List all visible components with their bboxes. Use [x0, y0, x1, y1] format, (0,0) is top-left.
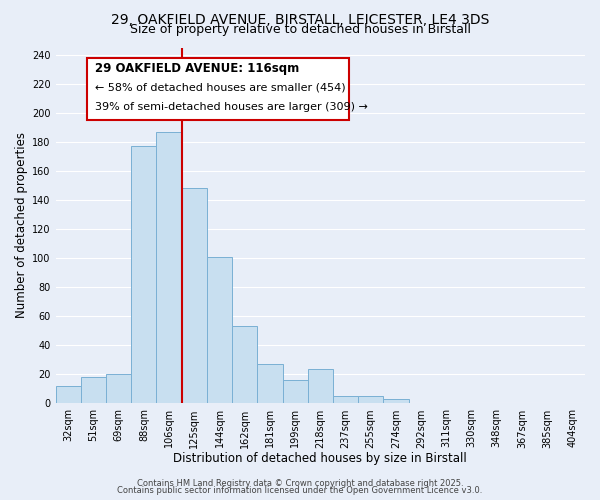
Text: 39% of semi-detached houses are larger (309) →: 39% of semi-detached houses are larger (…	[95, 102, 368, 112]
Text: Contains HM Land Registry data © Crown copyright and database right 2025.: Contains HM Land Registry data © Crown c…	[137, 478, 463, 488]
Bar	[333, 396, 358, 404]
X-axis label: Distribution of detached houses by size in Birstall: Distribution of detached houses by size …	[173, 452, 467, 465]
Bar	[106, 374, 131, 404]
Bar	[131, 146, 157, 404]
FancyBboxPatch shape	[88, 58, 349, 120]
Y-axis label: Number of detached properties: Number of detached properties	[15, 132, 28, 318]
Bar	[182, 188, 207, 404]
Bar	[56, 386, 81, 404]
Text: Size of property relative to detached houses in Birstall: Size of property relative to detached ho…	[130, 22, 470, 36]
Bar	[383, 399, 409, 404]
Bar	[283, 380, 308, 404]
Text: 29, OAKFIELD AVENUE, BIRSTALL, LEICESTER, LE4 3DS: 29, OAKFIELD AVENUE, BIRSTALL, LEICESTER…	[111, 12, 489, 26]
Text: Contains public sector information licensed under the Open Government Licence v3: Contains public sector information licen…	[118, 486, 482, 495]
Bar	[81, 378, 106, 404]
Text: 29 OAKFIELD AVENUE: 116sqm: 29 OAKFIELD AVENUE: 116sqm	[95, 62, 299, 76]
Bar	[257, 364, 283, 404]
Text: ← 58% of detached houses are smaller (454): ← 58% of detached houses are smaller (45…	[95, 82, 346, 92]
Bar	[232, 326, 257, 404]
Bar	[358, 396, 383, 404]
Bar	[207, 256, 232, 404]
Bar	[308, 368, 333, 404]
Bar	[157, 132, 182, 404]
